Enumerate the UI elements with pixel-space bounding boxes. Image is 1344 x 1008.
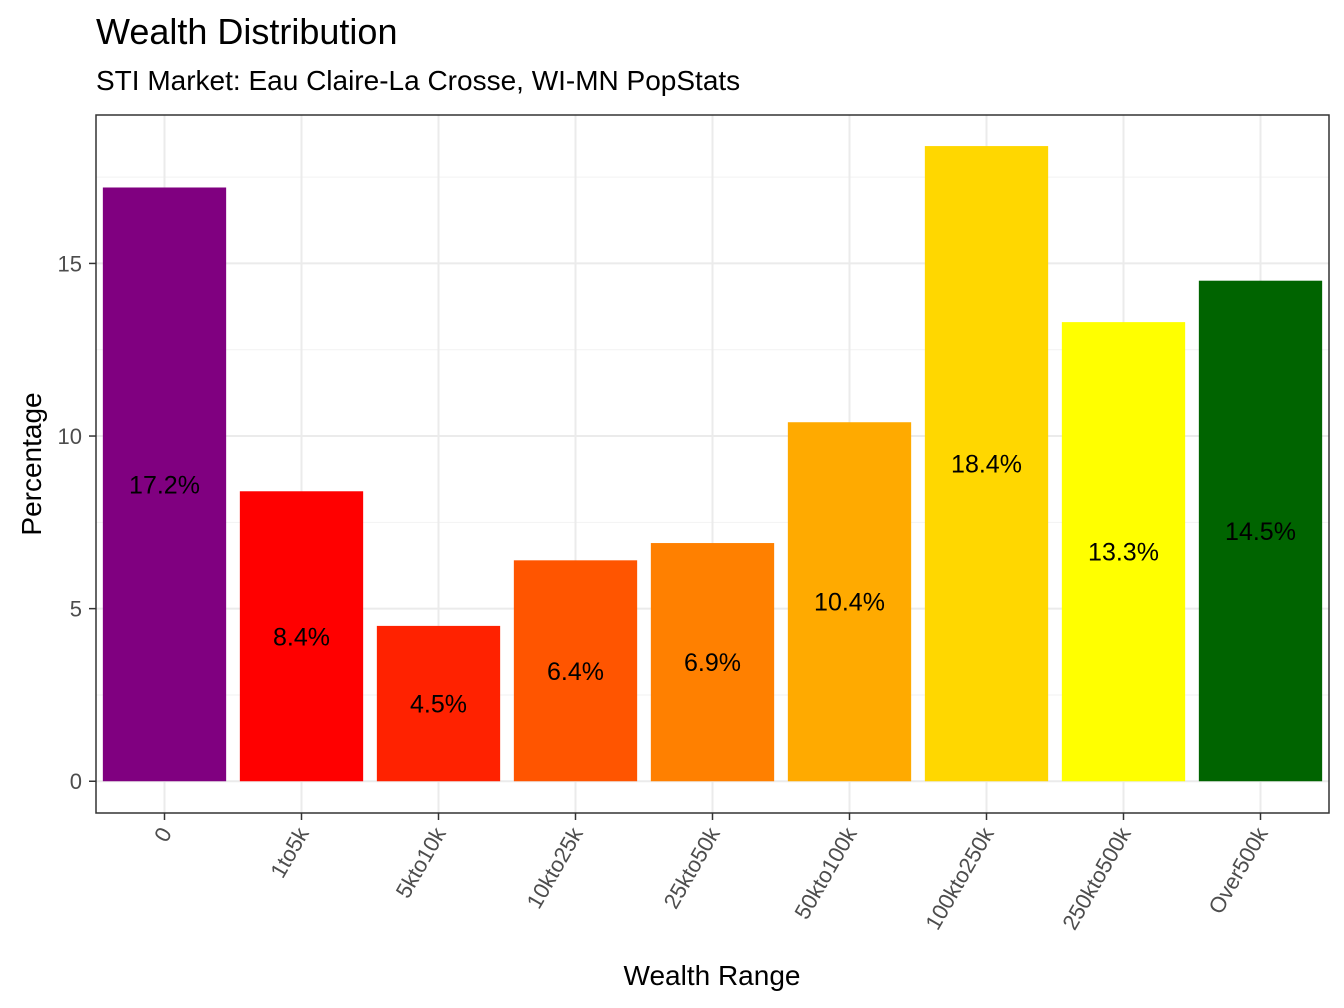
x-axis: 0 1to5k 5kto10k 10kto25k 25kto50k 50kto100k 10…: [149, 813, 1273, 934]
y-tick-label: 5: [70, 597, 82, 622]
x-tick-label: 10kto25k: [522, 822, 589, 913]
bar-over500k: [1198, 280, 1323, 782]
x-tick-label: 5kto10k: [391, 822, 452, 902]
x-tick-label: 100kto250k: [920, 822, 999, 934]
bar-0: [102, 187, 227, 782]
data-label-100kto250k: 18.4%: [951, 451, 1022, 479]
data-label-250kto500k: 13.3%: [1088, 539, 1159, 567]
y-tick-label: 15: [58, 251, 82, 276]
data-label-50kto100k: 10.4%: [814, 589, 885, 617]
bar-250kto500k: [1061, 322, 1186, 782]
data-label-1to5k: 8.4%: [273, 623, 330, 651]
bars: [102, 146, 1323, 782]
data-label-25kto50k: 6.9%: [684, 649, 741, 677]
data-label-5kto10k: 4.5%: [410, 691, 467, 719]
y-tick-label: 10: [58, 424, 82, 449]
x-tick-label: Over500k: [1203, 822, 1273, 918]
bar-50kto100k: [787, 422, 912, 782]
x-tick-label: 25kto50k: [659, 822, 726, 913]
bar-100kto250k: [924, 146, 1049, 782]
y-axis-title: Percentage: [16, 392, 47, 535]
chart-title: Wealth Distribution: [96, 11, 397, 52]
bar-10kto25k: [513, 560, 638, 782]
data-label-over500k: 14.5%: [1225, 518, 1296, 546]
chart-subtitle: STI Market: Eau Claire-La Crosse, WI-MN …: [96, 65, 740, 96]
data-labels: 17.2% 8.4% 4.5% 6.4% 6.9% 10.4% 18.4% 13.3% 14.5…: [129, 451, 1296, 719]
x-tick-label: 50kto100k: [789, 822, 862, 923]
y-tick-label: 0: [70, 769, 82, 794]
x-tick-label: 0: [149, 823, 177, 846]
data-label-10kto25k: 6.4%: [547, 658, 604, 686]
y-axis: 0 5 10 15: [58, 251, 96, 794]
bar-1to5k: [239, 491, 364, 782]
data-label-0: 17.2%: [129, 471, 200, 499]
bar-25kto50k: [650, 543, 775, 782]
x-tick-label: 250kto500k: [1057, 822, 1136, 934]
bar-5kto10k: [376, 625, 501, 782]
x-axis-title: Wealth Range: [624, 960, 801, 991]
x-tick-label: 1to5k: [265, 822, 314, 882]
